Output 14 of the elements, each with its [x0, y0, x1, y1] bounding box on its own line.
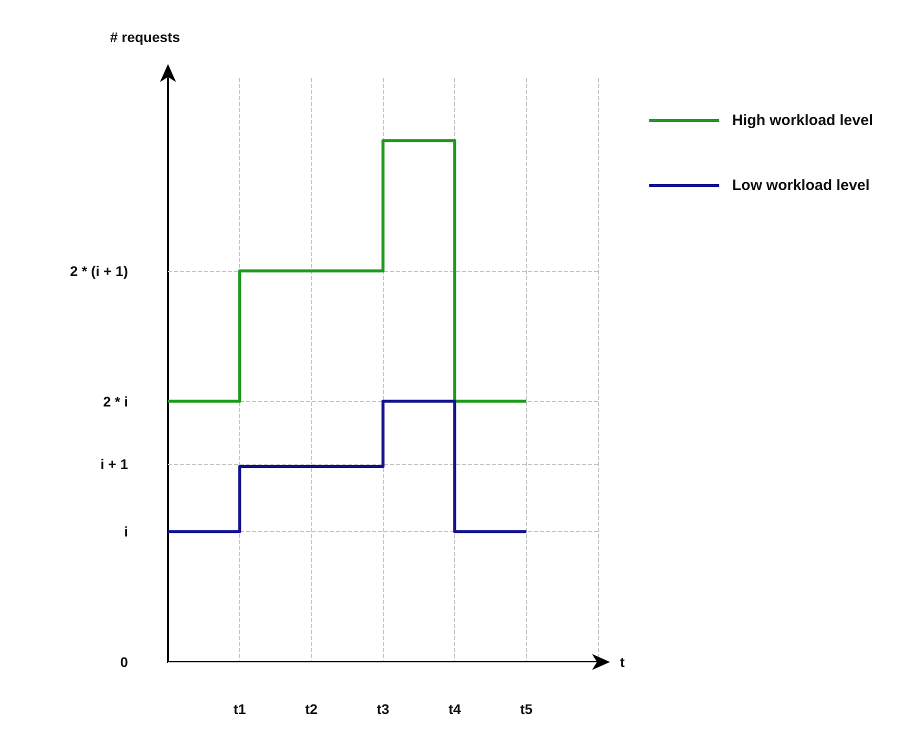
x-axis-title: t [620, 654, 625, 670]
ref-line-label: 2 * i [103, 393, 128, 410]
x-tick-label: t4 [448, 701, 462, 717]
ref-line-label: 0 [120, 654, 128, 670]
x-tick-label: t3 [376, 701, 390, 717]
ref-line-label: i [124, 524, 128, 540]
legend-label: Low workload level [732, 177, 870, 194]
x-tick-label: t1 [233, 701, 246, 717]
x-tick-label: t2 [305, 701, 318, 717]
ref-line-label: 2 * (i + 1) [70, 262, 128, 279]
x-tick-label: t5 [520, 701, 533, 717]
text: # requests [110, 29, 180, 45]
legend-label: High workload level [732, 112, 874, 129]
ref-line-label: i + 1 [100, 456, 128, 472]
